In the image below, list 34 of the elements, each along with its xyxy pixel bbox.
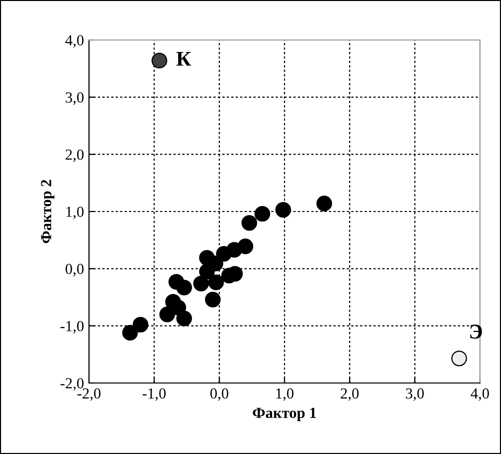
x-tick-label: 0,0 bbox=[210, 388, 228, 401]
point bbox=[152, 52, 168, 68]
y-tick-label: 2,0 bbox=[66, 149, 84, 162]
point bbox=[316, 196, 332, 212]
x-tick-label: -1,0 bbox=[142, 388, 166, 401]
x-tick-label: 1,0 bbox=[276, 388, 294, 401]
x-axis-title: Фактор 1 bbox=[252, 408, 316, 422]
point bbox=[176, 280, 192, 296]
point bbox=[204, 292, 221, 308]
y-tick-label: 1,0 bbox=[66, 206, 84, 220]
y-tick-label: -1,0 bbox=[60, 320, 84, 334]
point bbox=[451, 350, 467, 366]
y-tick-label: 0,0 bbox=[66, 264, 84, 276]
point bbox=[193, 276, 209, 292]
y-axis-title: Фактор 2 bbox=[41, 180, 54, 244]
point bbox=[208, 274, 224, 290]
y-tick-label: 3,0 bbox=[66, 92, 84, 105]
y-tick-label: -2,0 bbox=[60, 378, 84, 391]
point bbox=[199, 264, 215, 280]
annotation: К bbox=[176, 52, 191, 66]
point bbox=[275, 202, 292, 218]
annotation: Э bbox=[470, 324, 482, 339]
point bbox=[176, 310, 192, 326]
point bbox=[132, 316, 148, 333]
x-tick-label: 4,0 bbox=[470, 388, 489, 401]
y-tick-label: 4,0 bbox=[65, 35, 84, 48]
point bbox=[241, 215, 258, 231]
point bbox=[238, 238, 254, 254]
point bbox=[122, 324, 138, 341]
x-tick-label: 2,0 bbox=[340, 388, 359, 401]
x-tick-label: -2,0 bbox=[77, 388, 101, 401]
x-tick-label: 3,0 bbox=[406, 388, 424, 401]
point bbox=[254, 206, 270, 222]
point bbox=[159, 306, 176, 322]
